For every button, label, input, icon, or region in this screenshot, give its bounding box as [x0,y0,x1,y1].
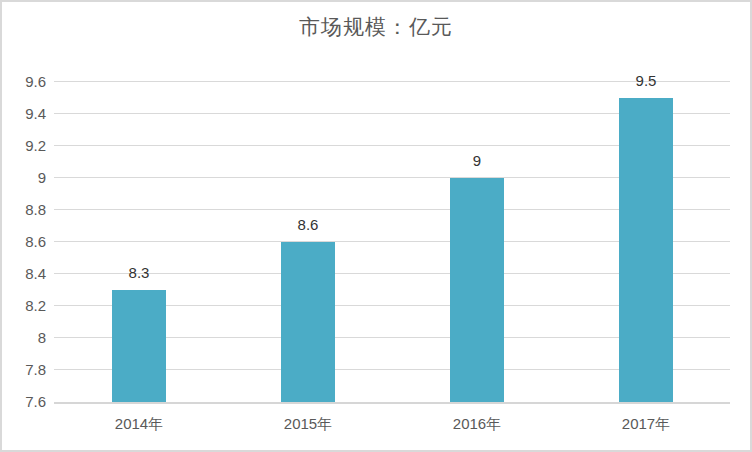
bar [619,98,673,402]
bar-chart: 市场规模：亿元 7.6 7.8 8 8.2 8.4 8.6 8.8 9 9.2 9.4 9.6 8.3… [0,0,752,452]
y-axis-tick-label: 8.6 [2,233,46,251]
x-axis-line [54,402,730,404]
y-axis-tick-label: 8 [2,329,46,347]
x-axis-tick-label: 2017年 [601,414,691,434]
x-axis-tick-label: 2014年 [94,414,184,434]
bar-value-label: 9.5 [616,72,676,90]
y-axis-tick-label: 7.6 [2,393,46,411]
y-axis-tick-label: 9.2 [2,137,46,155]
y-axis-tick-label: 8.8 [2,201,46,219]
x-axis-tick-label: 2015年 [263,414,353,434]
chart-title: 市场规模：亿元 [2,13,750,41]
y-axis-tick-label: 8.4 [2,265,46,283]
bar [281,242,335,402]
y-axis-tick-label: 9.4 [2,105,46,123]
bar-value-label: 8.3 [109,264,169,282]
x-axis-tick-label: 2016年 [432,414,522,434]
bar [450,178,504,402]
y-axis-tick-label: 7.8 [2,361,46,379]
bar-value-label: 8.6 [278,216,338,234]
bar-value-label: 9 [447,152,507,170]
y-axis-tick-label: 8.2 [2,297,46,315]
bar [112,290,166,402]
y-axis-tick-label: 9.6 [2,73,46,91]
y-axis-tick-label: 9 [2,169,46,187]
